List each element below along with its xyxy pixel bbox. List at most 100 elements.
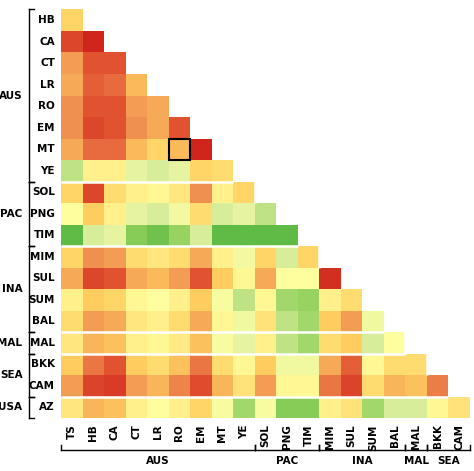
Bar — [126, 289, 147, 310]
Bar — [169, 117, 190, 138]
Bar — [104, 397, 126, 418]
Bar — [126, 332, 147, 354]
Bar — [341, 354, 362, 375]
Bar — [319, 332, 341, 354]
Bar — [61, 31, 82, 52]
Bar — [61, 138, 82, 160]
Bar — [255, 289, 276, 310]
Bar — [298, 397, 319, 418]
Bar — [190, 310, 212, 332]
Bar — [104, 52, 126, 74]
Bar — [169, 397, 190, 418]
Bar — [147, 160, 169, 181]
Bar — [61, 9, 82, 31]
Bar — [61, 52, 82, 74]
Bar — [255, 246, 276, 268]
Bar — [169, 181, 190, 203]
Bar — [147, 310, 169, 332]
Text: PAC: PAC — [0, 209, 22, 219]
Bar — [82, 117, 104, 138]
Text: SEA: SEA — [437, 456, 460, 466]
Bar — [104, 96, 126, 117]
Bar — [276, 397, 298, 418]
Bar — [147, 117, 169, 138]
Bar — [212, 397, 233, 418]
Bar — [233, 289, 255, 310]
Bar — [212, 289, 233, 310]
Bar — [212, 310, 233, 332]
Bar — [104, 375, 126, 397]
Bar — [169, 203, 190, 225]
Bar — [104, 268, 126, 289]
Bar — [276, 289, 298, 310]
Bar — [169, 375, 190, 397]
Bar — [362, 332, 384, 354]
Bar — [341, 375, 362, 397]
Bar — [405, 354, 427, 375]
Bar — [298, 354, 319, 375]
Bar — [384, 354, 405, 375]
Bar — [126, 354, 147, 375]
Bar — [255, 268, 276, 289]
Bar — [212, 246, 233, 268]
Bar — [82, 138, 104, 160]
Bar — [147, 225, 169, 246]
Bar — [341, 397, 362, 418]
Bar — [255, 332, 276, 354]
Bar — [212, 160, 233, 181]
Bar — [233, 246, 255, 268]
Text: AUS: AUS — [0, 90, 22, 100]
Bar — [82, 375, 104, 397]
Bar — [276, 246, 298, 268]
Bar — [319, 397, 341, 418]
Bar — [276, 225, 298, 246]
Bar — [104, 310, 126, 332]
Bar — [61, 203, 82, 225]
Bar — [61, 354, 82, 375]
Bar — [212, 375, 233, 397]
Bar — [319, 310, 341, 332]
Bar — [212, 354, 233, 375]
Bar — [82, 74, 104, 96]
Bar — [233, 397, 255, 418]
Text: INA: INA — [2, 284, 22, 294]
Bar — [319, 375, 341, 397]
Bar — [276, 268, 298, 289]
Bar — [126, 246, 147, 268]
Bar — [362, 354, 384, 375]
Bar — [147, 289, 169, 310]
Bar — [233, 375, 255, 397]
Bar — [448, 397, 470, 418]
Bar — [362, 375, 384, 397]
Bar — [82, 397, 104, 418]
Bar — [212, 268, 233, 289]
Text: AUS: AUS — [146, 456, 170, 466]
Bar — [104, 181, 126, 203]
Bar — [169, 138, 190, 160]
Bar — [61, 375, 82, 397]
Bar — [212, 332, 233, 354]
Bar — [169, 289, 190, 310]
Bar — [341, 289, 362, 310]
Bar — [190, 225, 212, 246]
Bar — [104, 225, 126, 246]
Bar — [61, 246, 82, 268]
Bar — [126, 225, 147, 246]
Bar — [233, 225, 255, 246]
Bar — [169, 268, 190, 289]
Bar — [341, 332, 362, 354]
Bar — [61, 310, 82, 332]
Bar — [61, 74, 82, 96]
Text: MAL: MAL — [0, 338, 22, 348]
Bar — [147, 181, 169, 203]
Bar — [384, 332, 405, 354]
Bar — [319, 268, 341, 289]
Bar — [147, 203, 169, 225]
Bar — [255, 397, 276, 418]
Bar — [82, 225, 104, 246]
Bar — [190, 354, 212, 375]
Bar — [126, 268, 147, 289]
Bar — [61, 181, 82, 203]
Bar — [169, 225, 190, 246]
Bar — [405, 397, 427, 418]
